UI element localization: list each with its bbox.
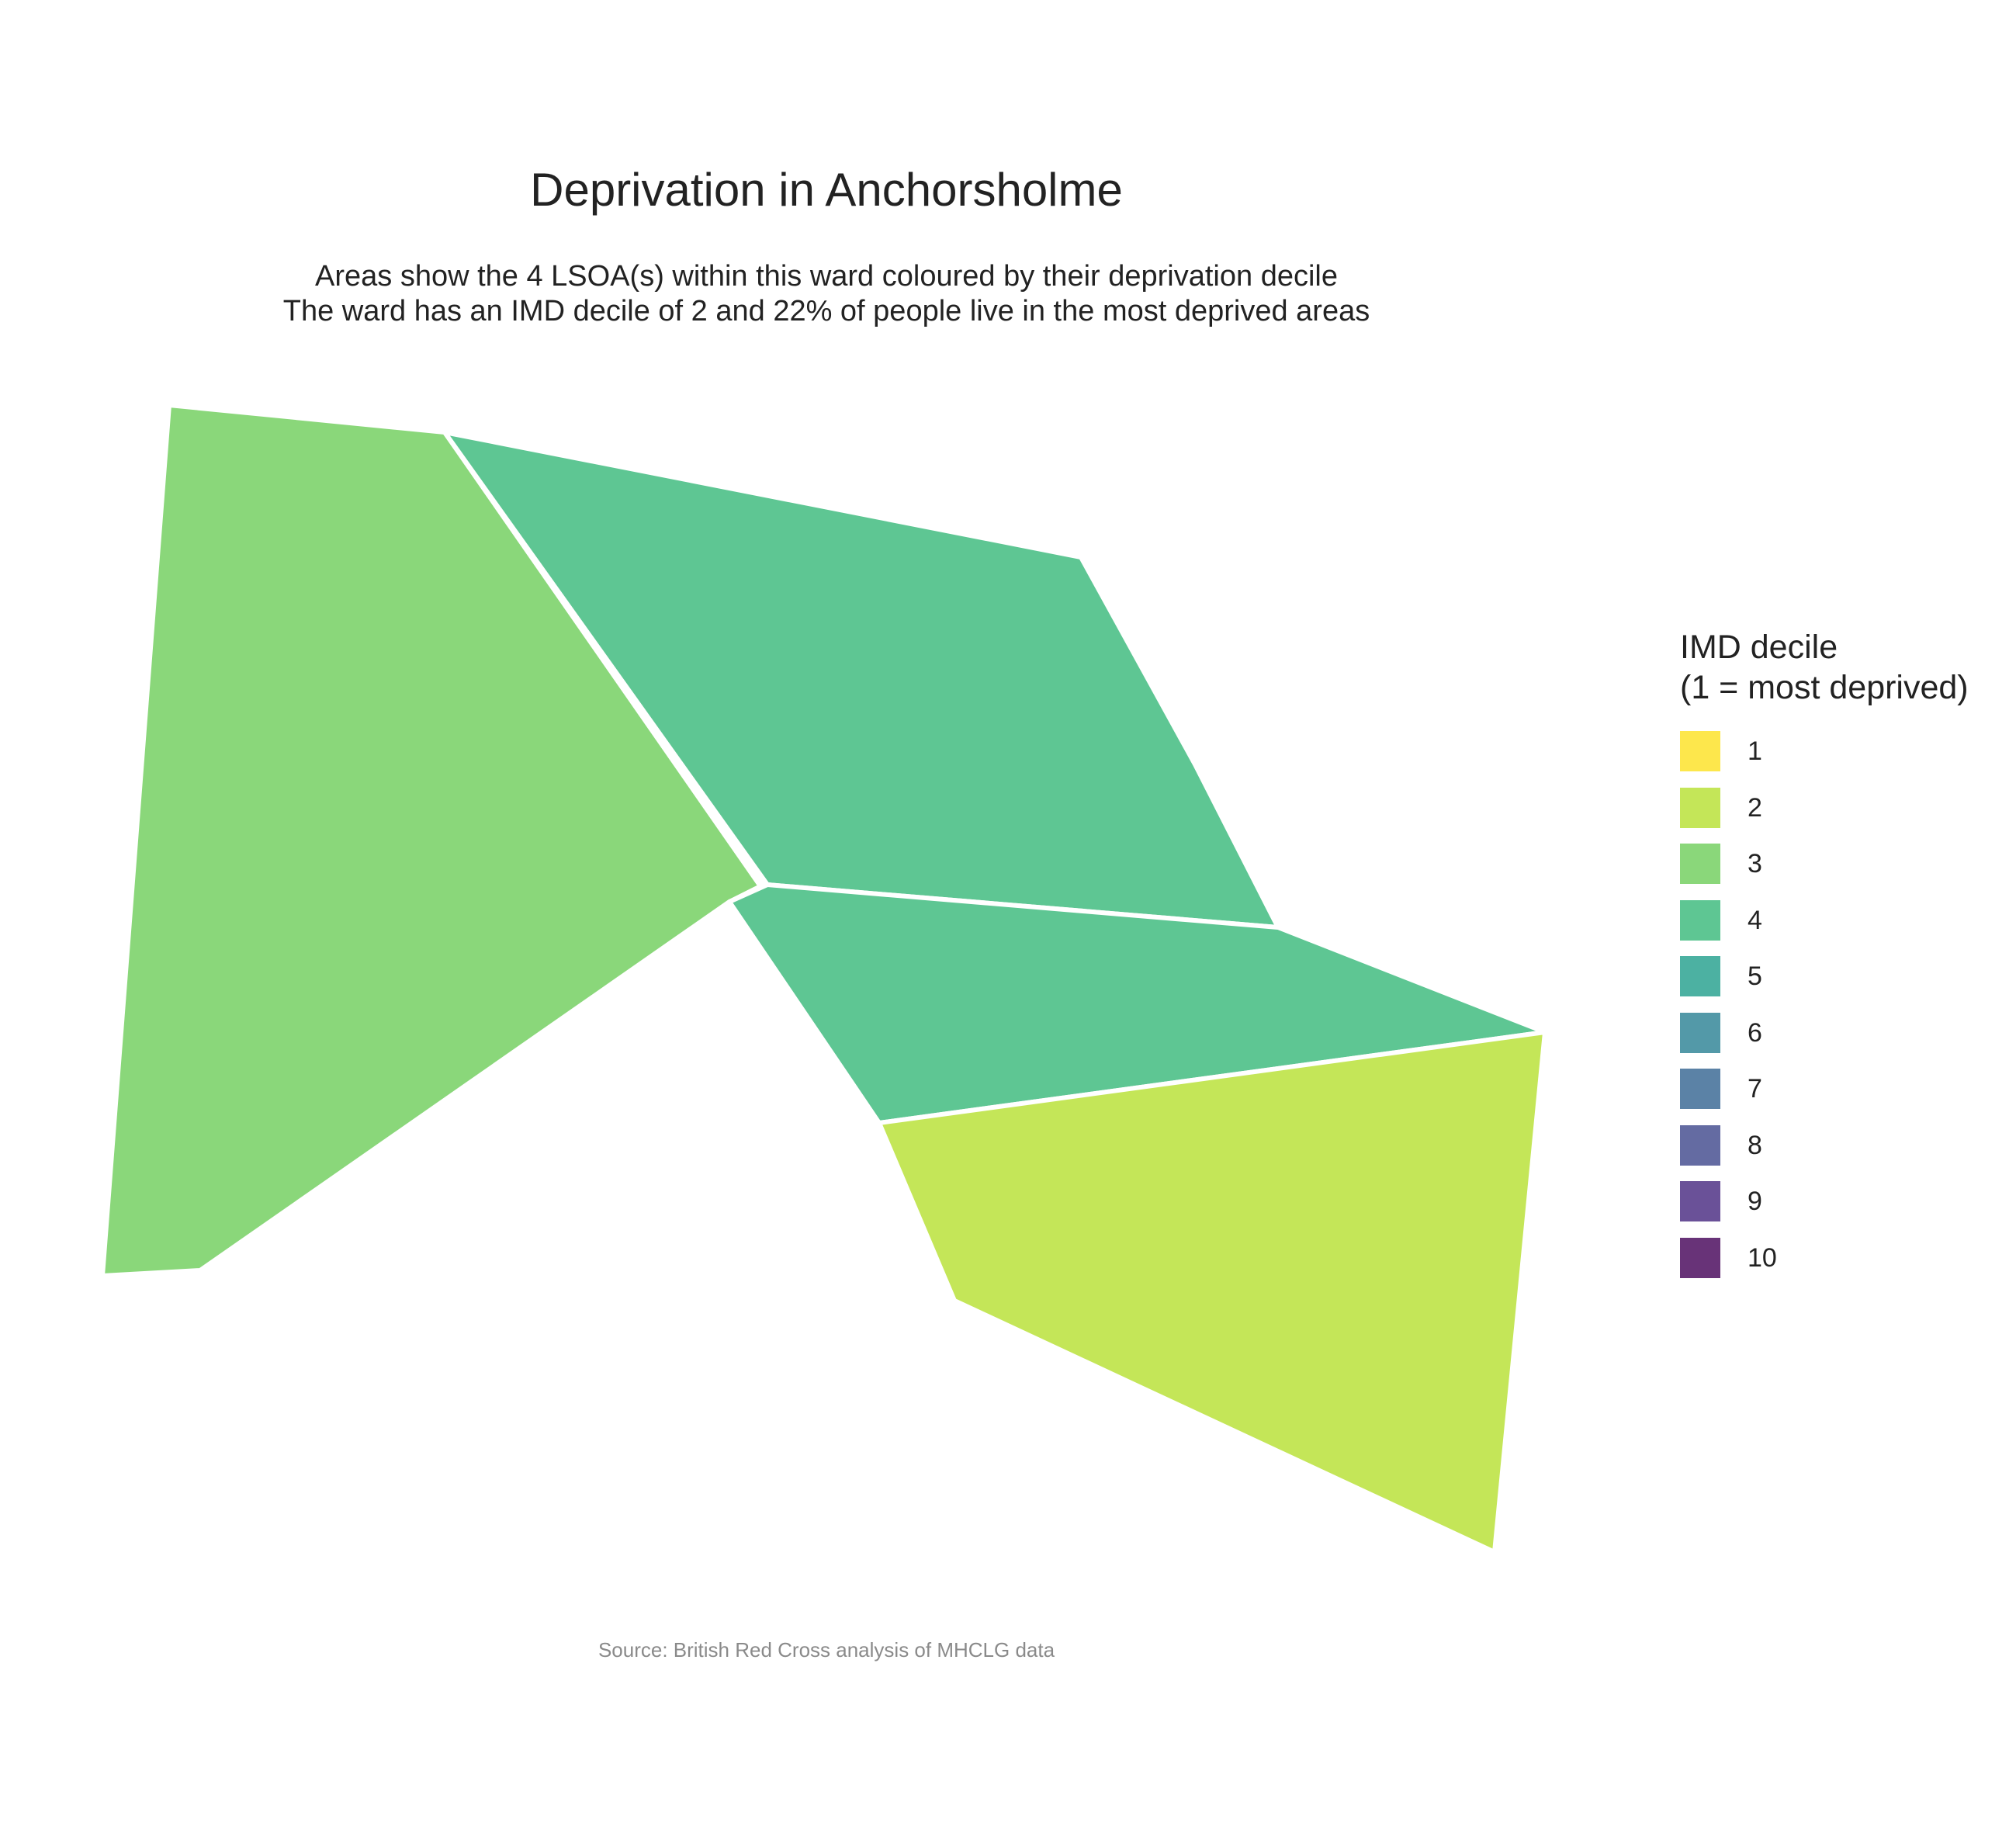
legend-swatch-2 — [1680, 787, 1720, 828]
legend-items: 1 2 3 4 5 6 7 8 9 10 — [1680, 731, 1969, 1294]
chart-title: Deprivation in Anchorsholme — [530, 164, 1123, 216]
legend-swatch-1 — [1680, 731, 1720, 771]
legend-label-8: 8 — [1748, 1130, 1762, 1160]
legend-item-1: 1 — [1680, 731, 1969, 788]
legend-label-10: 10 — [1748, 1242, 1777, 1273]
legend-label-4: 4 — [1748, 905, 1762, 935]
lsoa-area-3 — [727, 882, 1547, 1125]
legend-title-line-2: (1 = most deprived) — [1680, 669, 1969, 706]
legend-item-6: 6 — [1680, 1012, 1969, 1069]
legend-swatch-5 — [1680, 956, 1720, 996]
legend-item-9: 9 — [1680, 1181, 1969, 1238]
legend-label-1: 1 — [1748, 736, 1762, 766]
legend-swatch-9 — [1680, 1181, 1720, 1221]
legend-swatch-10 — [1680, 1237, 1720, 1278]
legend-item-7: 7 — [1680, 1069, 1969, 1125]
legend-label-6: 6 — [1748, 1017, 1762, 1048]
chart-subtitle-line-2: The ward has an IMD decile of 2 and 22% … — [282, 295, 1370, 327]
legend-swatch-3 — [1680, 844, 1720, 884]
legend-title-line-1: IMD decile — [1680, 629, 1838, 666]
chart-subtitle-line-1: Areas show the 4 LSOA(s) within this war… — [315, 260, 1338, 293]
lsoa-area-2 — [442, 430, 1280, 930]
legend-label-9: 9 — [1748, 1187, 1762, 1216]
legend: IMD decile (1 = most deprived) 1 2 3 4 5 6 7 8 9… — [1680, 627, 1969, 1294]
legend-label-5: 5 — [1748, 962, 1762, 991]
lsoa-area-4 — [877, 1030, 1547, 1554]
legend-item-5: 5 — [1680, 956, 1969, 1013]
legend-item-2: 2 — [1680, 787, 1969, 844]
source-caption: Source: British Red Cross analysis of MH… — [598, 1638, 1055, 1661]
legend-swatch-6 — [1680, 1012, 1720, 1053]
legend-item-8: 8 — [1680, 1124, 1969, 1182]
legend-label-2: 2 — [1748, 792, 1762, 823]
legend-label-3: 3 — [1748, 849, 1762, 878]
legend-item-4: 4 — [1680, 899, 1969, 957]
legend-swatch-7 — [1680, 1069, 1720, 1109]
legend-label-7: 7 — [1748, 1074, 1762, 1104]
legend-swatch-4 — [1680, 899, 1720, 941]
legend-swatch-8 — [1680, 1124, 1720, 1166]
legend-item-3: 3 — [1680, 844, 1969, 900]
ward-map — [102, 405, 1547, 1554]
legend-item-10: 10 — [1680, 1237, 1969, 1294]
